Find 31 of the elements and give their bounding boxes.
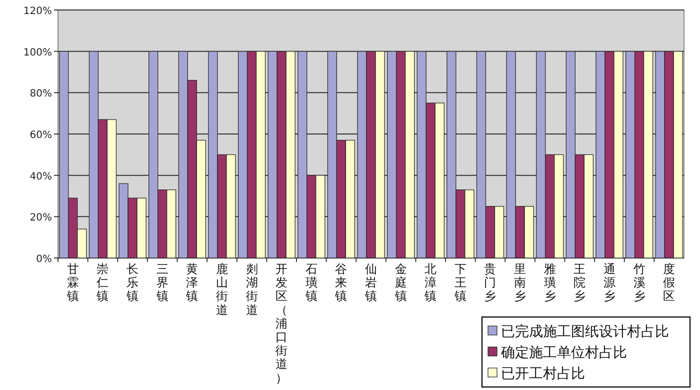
x-tick-label: 里南乡 (514, 262, 526, 304)
x-tick-label: 竹溪乡 (633, 262, 646, 304)
y-tick-label: 80% (30, 88, 52, 100)
x-tick-label: 王院乡 (574, 262, 586, 304)
x-tick-label: 度假区 (663, 262, 676, 304)
y-tick-label: 20% (30, 212, 52, 224)
x-tick-label: 剡湖街道 (246, 262, 258, 317)
x-tick-label: 通源乡 (603, 262, 616, 304)
legend-label: 已开工村占比 (501, 366, 585, 382)
x-tick-label: 崇仁镇 (96, 262, 109, 304)
x-tick-label: 黄泽镇 (185, 262, 198, 304)
category-label: 开发区（浦口街道） (276, 262, 288, 385)
y-tick-label: 40% (30, 171, 52, 182)
x-tick-label: 三界镇 (155, 262, 168, 304)
y-tick-label: 60% (30, 130, 52, 141)
y-tick-label: 120% (23, 6, 52, 17)
x-tick-label: 谷来镇 (334, 262, 348, 304)
x-tick-label: 金庭镇 (394, 262, 407, 304)
y-tick-label: 100% (23, 47, 52, 58)
y-tick-label: 0% (36, 254, 52, 265)
x-tick-label: 下王镇 (453, 262, 466, 304)
legend-label: 确定施工单位村占比 (500, 345, 627, 361)
legend-label: 已完成施工图纸设计村占比 (501, 324, 669, 340)
x-tick-label: 鹿山街道 (216, 262, 228, 317)
x-tick-label: 仙岩镇 (364, 262, 377, 304)
x-tick-label: 北漳镇 (424, 262, 437, 304)
x-tick-label: 长乐镇 (126, 262, 139, 304)
x-tick-label: 甘霖镇 (66, 262, 79, 304)
x-tick-label: 石璜镇 (304, 262, 318, 304)
x-tick-label: 贵门乡 (484, 262, 496, 304)
x-tick-label: 雅璜乡 (544, 262, 556, 304)
